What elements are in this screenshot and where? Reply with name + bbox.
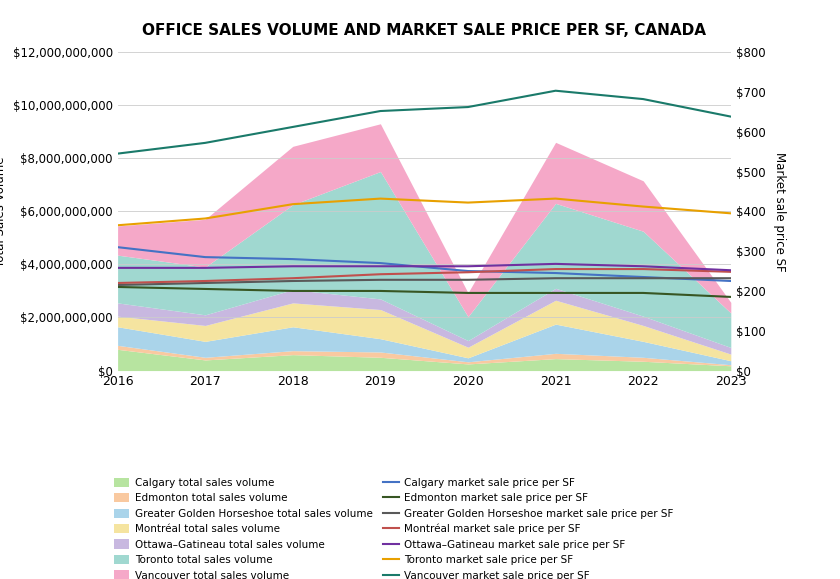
Title: OFFICE SALES VOLUME AND MARKET SALE PRICE PER SF, CANADA: OFFICE SALES VOLUME AND MARKET SALE PRIC… <box>142 23 706 38</box>
Y-axis label: Total Sales Volume: Total Sales Volume <box>0 156 7 266</box>
Legend: Calgary total sales volume, Edmonton total sales volume, Greater Golden Horsesho: Calgary total sales volume, Edmonton tot… <box>114 478 673 579</box>
Y-axis label: Market sale price SF: Market sale price SF <box>774 152 786 271</box>
